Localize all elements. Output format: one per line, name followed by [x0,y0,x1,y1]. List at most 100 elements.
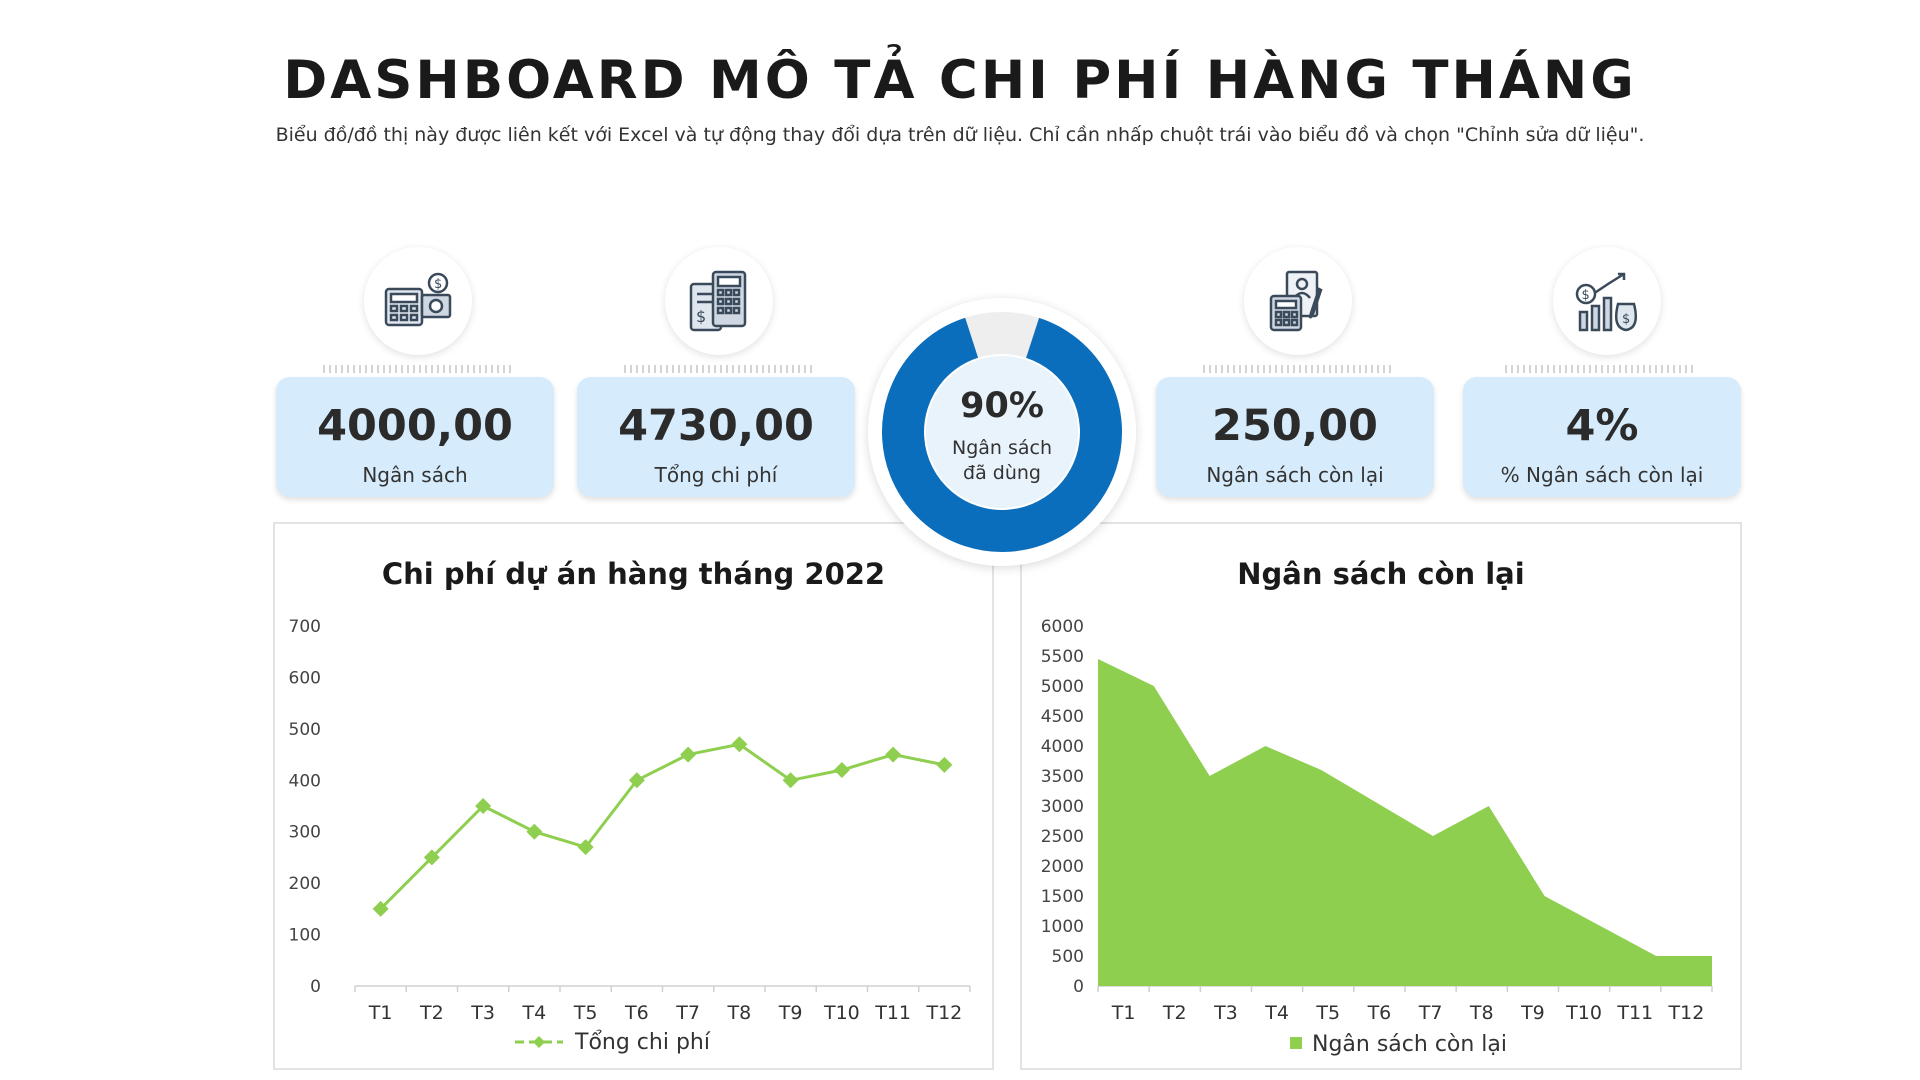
gauge-percent: 90% [960,386,1044,426]
y-tick-label: 600 [289,668,321,688]
data-point [782,772,799,789]
y-tick-label: 4000 [1041,737,1084,757]
data-point [936,756,953,773]
x-tick-label: T2 [1162,1002,1187,1024]
kpi-value: 4000,00 [317,401,513,451]
svg-text:$: $ [434,277,442,292]
kpi-label: Ngân sách [362,463,468,487]
kpi-value: 4% [1565,401,1639,451]
legend-label: Tổng chi phí [574,1030,711,1055]
y-tick-label: 1500 [1041,887,1084,907]
page-title: DASHBOARD MÔ TẢ CHI PHÍ HÀNG THÁNG [283,50,1637,111]
growth-chart-icon: $ $ [1553,247,1661,355]
divider-dashes [323,365,513,373]
x-tick-label: T11 [1616,1002,1653,1024]
y-tick-label: 100 [289,926,321,946]
chart-title: Ngân sách còn lại [1237,557,1524,591]
x-tick-label: T4 [1264,1002,1289,1024]
kpi-card-budget: 4000,00 Ngân sách [276,377,554,497]
y-tick-label: 700 [289,617,321,637]
x-tick-label: T3 [1213,1002,1238,1024]
x-tick-label: T8 [727,1002,752,1024]
kpi-label: Ngân sách còn lại [1206,463,1384,487]
x-tick-label: T7 [675,1002,700,1024]
x-tick-label: T1 [1111,1002,1136,1024]
x-tick-label: T6 [1367,1002,1392,1024]
y-tick-label: 5000 [1041,677,1084,697]
x-tick-label: T11 [874,1002,911,1024]
divider-dashes [624,365,814,373]
svg-text:$: $ [696,307,706,326]
invoice-calculator-icon: $ [665,247,773,355]
data-point [423,849,440,866]
kpi-label: % Ngân sách còn lại [1500,463,1704,487]
divider-dashes [1505,365,1695,373]
report-calculator-icon [1244,247,1352,355]
x-tick-label: T12 [925,1002,962,1024]
x-tick-label: T2 [419,1002,444,1024]
legend-label: Ngân sách còn lại [1312,1032,1507,1057]
kpi-card-remaining-budget: 250,00 Ngân sách còn lại [1156,377,1434,497]
svg-text:$: $ [1582,288,1590,303]
x-tick-label: T1 [368,1002,393,1024]
kpi-value: 4730,00 [618,401,814,451]
x-tick-label: T10 [1565,1002,1602,1024]
y-tick-label: 5500 [1041,647,1084,667]
kpi-card-total-cost: 4730,00 Tổng chi phí [577,377,855,497]
data-point [526,823,543,840]
y-tick-label: 4500 [1041,707,1084,727]
y-tick-label: 400 [289,771,321,791]
legend-marker [533,1036,545,1048]
line-chart: Chi phí dự án hàng tháng 2022 0 100 200 300 4… [289,557,971,1055]
kpi-label: Tổng chi phí [654,463,778,487]
x-tick-label: T12 [1668,1002,1705,1024]
data-point [731,736,748,753]
x-tick-label: T10 [823,1002,860,1024]
budget-used-gauge: 90% Ngân sách đã dùng [868,298,1136,566]
y-tick-label: 500 [1052,947,1084,967]
x-tick-label: T5 [1315,1002,1340,1024]
divider-dashes [1203,365,1393,373]
data-point [833,762,850,778]
y-tick-label: 300 [289,823,321,843]
kpi-card-remaining-percent: 4% % Ngân sách còn lại [1463,377,1741,497]
donut-ring [882,312,1122,552]
y-tick-label: 1000 [1041,917,1084,937]
svg-text:$: $ [1622,312,1630,327]
x-tick-label: T8 [1469,1002,1494,1024]
x-tick-label: T4 [522,1002,547,1024]
x-tick-label: T9 [1520,1002,1545,1024]
y-tick-label: 0 [1073,977,1084,997]
y-tick-label: 2000 [1041,857,1084,877]
gauge-label-line2: đã dùng [963,462,1041,484]
y-tick-label: 2500 [1041,827,1084,847]
data-point [577,839,594,856]
series-line-total-cost [379,742,945,910]
x-tick-label: T5 [573,1002,598,1024]
x-tick-label: T9 [778,1002,803,1024]
line-chart-panel: Chi phí dự án hàng tháng 2022 0 100 200 300 4… [273,522,994,1070]
legend-swatch [1290,1037,1302,1049]
x-tick-label: T6 [624,1002,649,1024]
series-area-remaining-budget [1098,659,1712,986]
y-tick-label: 500 [289,720,321,740]
y-tick-label: 0 [310,977,321,997]
page-subtitle: Biểu đồ/đồ thị này được liên kết với Exc… [275,124,1645,146]
chart-title: Chi phí dự án hàng tháng 2022 [382,557,885,591]
gauge-label-line1: Ngân sách [951,437,1053,459]
calculator-money-icon: $ [364,247,472,355]
y-tick-label: 3000 [1041,797,1084,817]
gauge-center [926,356,1078,508]
x-tick-label: T3 [470,1002,495,1024]
area-chart: Ngân sách còn lại 0 500 1000 1500 2000 2500 300… [1041,557,1713,1057]
x-tick-label: T7 [1418,1002,1443,1024]
data-point [680,746,697,763]
area-chart-panel: Ngân sách còn lại 0 500 1000 1500 2000 2500 300… [1020,522,1742,1070]
kpi-value: 250,00 [1212,401,1378,451]
data-point [885,746,902,763]
y-tick-label: 3500 [1041,767,1084,787]
y-tick-label: 6000 [1041,617,1084,637]
data-point [628,772,645,789]
data-point [372,900,389,917]
data-point [475,798,492,814]
